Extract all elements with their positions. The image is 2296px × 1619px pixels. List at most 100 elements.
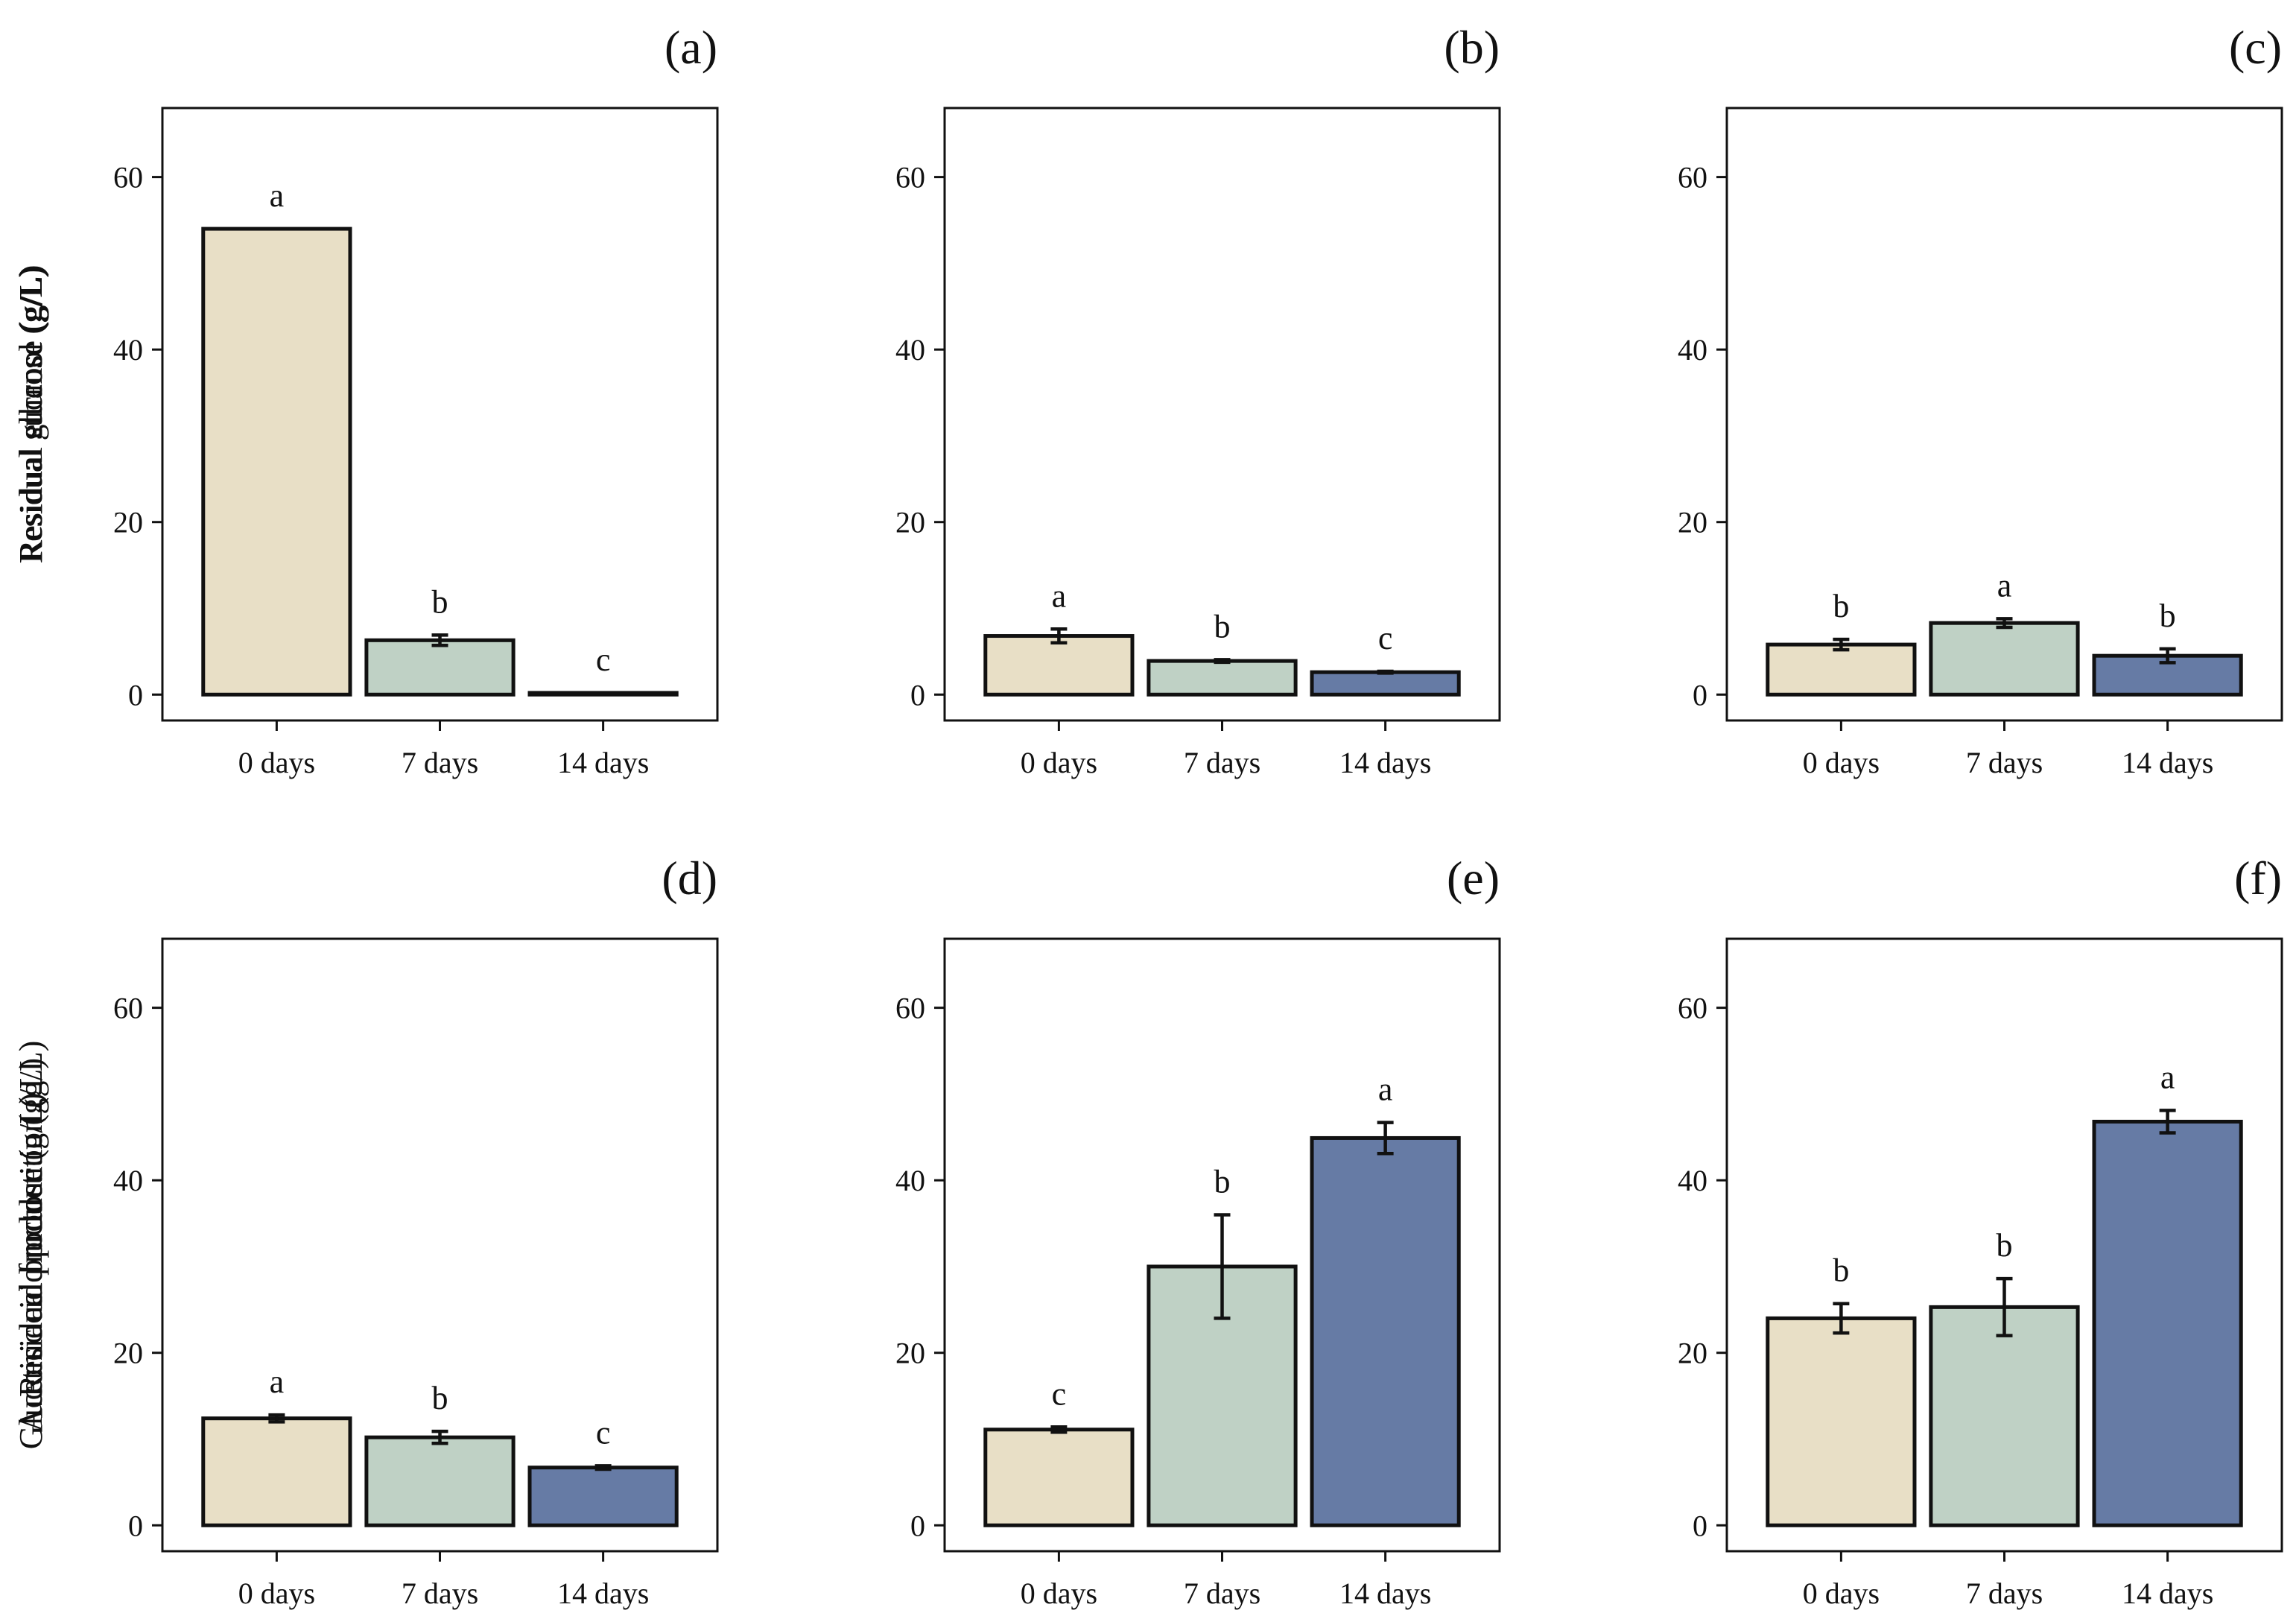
y-axis-title: Acetic acid production (g/L) xyxy=(13,1058,49,1432)
panel-label: (a) xyxy=(665,21,717,74)
y-tick-label: 60 xyxy=(895,992,925,1025)
error-bar xyxy=(1214,658,1231,665)
y-tick-label: 40 xyxy=(113,1164,143,1197)
error-bar xyxy=(1833,1302,1850,1335)
significance-label: a xyxy=(270,177,285,214)
chart-panel-d: (d) Residual fructose (g/L) 0 20 40 60 0 days a… xyxy=(13,852,719,1610)
y-tick-label: 60 xyxy=(895,161,925,194)
significance-label: b xyxy=(1833,1252,1849,1289)
error-bar xyxy=(594,1464,612,1471)
error-bar xyxy=(1377,1121,1394,1156)
error-bar xyxy=(1214,1213,1231,1320)
x-tick-label: 0 days xyxy=(238,1577,315,1610)
bar xyxy=(527,1466,679,1527)
significance-label: c xyxy=(1052,1375,1067,1412)
y-tick-label: 0 xyxy=(128,1509,143,1542)
y-tick-label: 60 xyxy=(113,161,143,194)
y-axis-title: Residual glucose (g/L) xyxy=(13,265,49,564)
bar xyxy=(983,1428,1135,1527)
error-bar xyxy=(2159,647,2176,665)
y-tick-label: 20 xyxy=(1678,506,1707,539)
x-tick-label: 0 days xyxy=(1803,1577,1880,1610)
significance-label: a xyxy=(1052,577,1067,614)
error-bar xyxy=(1050,627,1068,645)
y-tick-label: 0 xyxy=(910,678,925,712)
bar xyxy=(1929,1305,2080,1527)
x-tick-label: 0 days xyxy=(1803,746,1880,779)
significance-label: b xyxy=(1214,1163,1231,1200)
error-bar xyxy=(1377,669,1394,675)
bar xyxy=(1147,659,1298,697)
x-tick-label: 0 days xyxy=(1021,1577,1097,1610)
y-tick-label: 40 xyxy=(1678,1164,1707,1197)
panel-label: (e) xyxy=(1447,852,1500,904)
x-tick-label: 14 days xyxy=(2122,746,2213,779)
y-tick-label: 20 xyxy=(1678,1337,1707,1370)
y-tick-label: 0 xyxy=(1693,1509,1707,1542)
x-tick-label: 0 days xyxy=(238,746,315,779)
y-tick-label: 60 xyxy=(1678,161,1707,194)
chart-panel-e: (e) Gluconic acid production (g/L) 0 20 40 60… xyxy=(13,852,1501,1610)
chart-panel-b: (b) Residual sucrose (g/L) 0 20 40 60 0 days a 7… xyxy=(13,21,1501,779)
x-tick-label: 14 days xyxy=(1339,746,1431,779)
error-bar xyxy=(268,1413,285,1424)
panel-label: (f) xyxy=(2234,852,2282,904)
significance-label: b xyxy=(1997,1227,2013,1264)
x-tick-label: 14 days xyxy=(557,1577,649,1610)
error-bar xyxy=(1050,1425,1068,1434)
bar xyxy=(2092,1119,2243,1527)
error-bar xyxy=(431,633,448,647)
significance-label: b xyxy=(1833,588,1849,624)
bar xyxy=(364,638,516,697)
significance-label: c xyxy=(596,641,611,678)
x-tick-label: 7 days xyxy=(402,1577,478,1610)
bar xyxy=(1310,1135,1461,1527)
bar xyxy=(527,691,679,697)
x-tick-label: 7 days xyxy=(402,746,478,779)
significance-label: a xyxy=(1378,1071,1393,1108)
x-tick-label: 7 days xyxy=(1966,746,2043,779)
y-tick-label: 20 xyxy=(895,1337,925,1370)
y-tick-label: 40 xyxy=(895,333,925,367)
x-tick-label: 14 days xyxy=(2122,1577,2213,1610)
significance-label: c xyxy=(1378,620,1393,656)
significance-label: b xyxy=(432,583,448,620)
panel-label: (b) xyxy=(1444,21,1500,74)
significance-label: a xyxy=(1997,567,2012,603)
chart-panel-f: (f) Acetic acid production (g/L) 0 20 40 60 0 … xyxy=(13,852,2283,1610)
significance-label: b xyxy=(1214,608,1231,644)
significance-label: a xyxy=(2160,1059,2175,1095)
y-tick-label: 40 xyxy=(895,1164,925,1197)
x-tick-label: 0 days xyxy=(1021,746,1097,779)
y-tick-label: 60 xyxy=(113,992,143,1025)
y-tick-label: 0 xyxy=(128,678,143,712)
significance-label: b xyxy=(2160,598,2176,634)
x-tick-label: 7 days xyxy=(1184,1577,1260,1610)
y-tick-label: 0 xyxy=(1693,678,1707,712)
y-tick-label: 20 xyxy=(113,1337,143,1370)
y-tick-label: 60 xyxy=(1678,992,1707,1025)
x-tick-label: 7 days xyxy=(1184,746,1260,779)
chart-panel-c: (c) Residual glucose (g/L) 0 20 40 60 0 days b 7… xyxy=(13,21,2283,779)
error-bar xyxy=(1996,1276,2013,1337)
error-bar xyxy=(1996,617,2013,630)
bar xyxy=(1310,670,1461,697)
x-tick-label: 7 days xyxy=(1966,1577,2043,1610)
significance-label: c xyxy=(596,1414,611,1451)
panel-label: (d) xyxy=(662,852,717,904)
y-axis-title: Residual ethanol (g/L) xyxy=(13,267,49,562)
bar xyxy=(1766,642,1917,697)
significance-label: b xyxy=(432,1380,448,1416)
y-axis-title: Residual sucrose (g/L) xyxy=(13,266,49,563)
bar xyxy=(1766,1316,1917,1527)
panel-label: (c) xyxy=(2229,21,2282,74)
y-tick-label: 0 xyxy=(910,1509,925,1542)
chart-panel-a: (a) Residual ethanol (g/L) 0 20 40 60 0 days a 7… xyxy=(13,21,719,779)
y-tick-label: 40 xyxy=(1678,333,1707,367)
error-bar xyxy=(1833,637,1850,652)
error-bar xyxy=(431,1429,448,1445)
error-bar xyxy=(2159,1109,2176,1135)
y-axis-title: Residual fructose (g/L) xyxy=(13,1093,49,1397)
significance-label: a xyxy=(270,1363,285,1400)
